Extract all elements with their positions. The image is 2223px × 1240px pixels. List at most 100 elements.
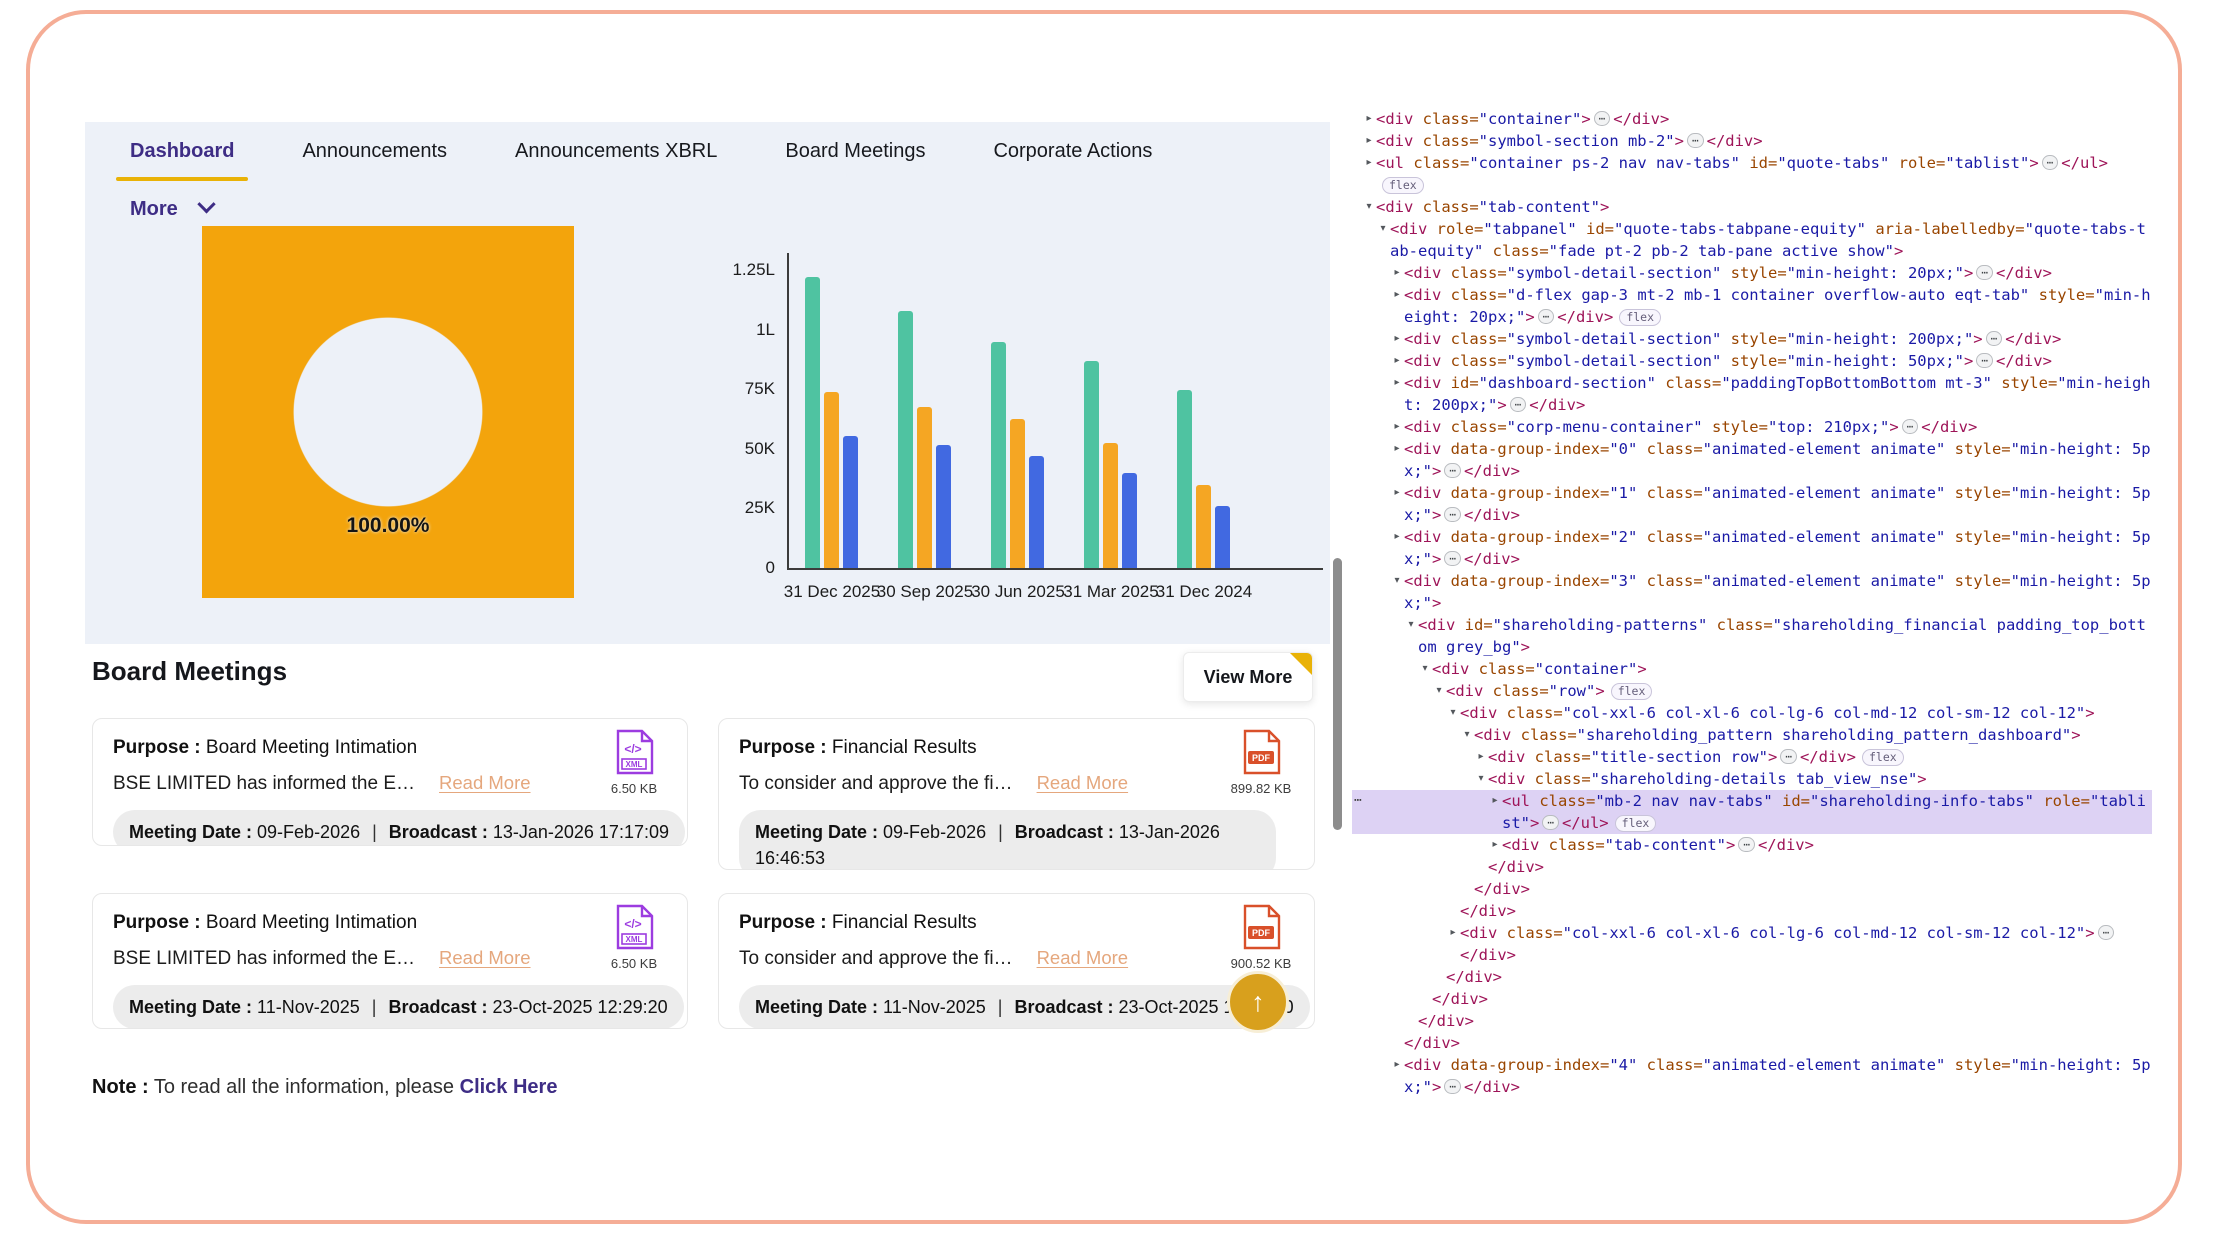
expand-arrow-icon[interactable]: ▸ bbox=[1478, 751, 1484, 762]
devtools-code-line[interactable]: ▸ <div class="symbol-section mb-2"> ⋯ </div… bbox=[1352, 130, 2152, 152]
flex-badge[interactable]: flex bbox=[1861, 749, 1904, 766]
expand-arrow-icon[interactable]: ▸ bbox=[1450, 927, 1456, 938]
expand-inline-button[interactable]: ⋯ bbox=[1444, 507, 1461, 522]
attachment-block[interactable]: PDF 900.52 KB bbox=[1222, 904, 1300, 971]
read-more-link[interactable]: Read More bbox=[1036, 772, 1129, 793]
expand-inline-button[interactable]: ⋯ bbox=[1901, 419, 1919, 434]
pdf-file-icon[interactable]: PDF bbox=[1241, 904, 1281, 950]
expand-arrow-icon[interactable]: ▸ bbox=[1394, 443, 1400, 454]
collapse-arrow-icon[interactable]: ▾ bbox=[1380, 223, 1386, 234]
devtools-code-line[interactable]: </div> bbox=[1460, 946, 1517, 964]
collapse-arrow-icon[interactable]: ▾ bbox=[1478, 773, 1484, 784]
expand-arrow-icon[interactable]: ▸ bbox=[1394, 487, 1400, 498]
expand-arrow-icon[interactable]: ▸ bbox=[1394, 267, 1400, 278]
devtools-code-line[interactable]: ▾ <div data-group-index="3" class="animat… bbox=[1352, 570, 2152, 614]
devtools-code-line[interactable]: ▸ <div class="col-xxl-6 col-xl-6 col-lg-6… bbox=[1352, 922, 2152, 944]
expand-inline-button[interactable]: ⋯ bbox=[1542, 815, 1559, 830]
attachment-block[interactable]: PDF 899.82 KB bbox=[1222, 729, 1300, 796]
tab-announcements-xbrl[interactable]: Announcements XBRL bbox=[515, 140, 718, 162]
devtools-code-line[interactable]: ▾ <div class="row"> flex bbox=[1352, 680, 2152, 702]
devtools-code-line[interactable]: ▾ <div class="container"> bbox=[1352, 658, 2152, 680]
devtools-code-line[interactable]: </div> bbox=[1460, 902, 1517, 920]
devtools-code-line[interactable]: ▸ <div class="symbol-detail-section" styl… bbox=[1352, 350, 2152, 372]
devtools-code-line[interactable]: ▸ <div data-group-index="2" class="animat… bbox=[1352, 526, 2152, 570]
xml-file-icon[interactable]: </> XML bbox=[614, 729, 654, 775]
devtools-code-line[interactable]: ▸ <div class="symbol-detail-section" styl… bbox=[1352, 262, 2152, 284]
devtools-code-line[interactable]: </div> bbox=[1432, 990, 1489, 1008]
expand-inline-button[interactable]: ⋯ bbox=[1780, 749, 1797, 764]
devtools-code-line[interactable]: ▸ <div data-group-index="4" class="animat… bbox=[1352, 1054, 2152, 1098]
devtools-code-line[interactable]: </div> bbox=[1474, 880, 1531, 898]
pdf-file-icon[interactable]: PDF bbox=[1241, 729, 1281, 775]
collapse-arrow-icon[interactable]: ▾ bbox=[1464, 729, 1470, 740]
expand-inline-button[interactable]: ⋯ bbox=[2097, 925, 2115, 940]
expand-inline-button[interactable]: ⋯ bbox=[2041, 155, 2059, 170]
devtools-code-line[interactable]: </div> bbox=[1418, 1012, 1475, 1030]
devtools-code-line[interactable]: ▸ <ul class="container ps-2 nav nav-tabs"… bbox=[1352, 152, 2152, 174]
collapse-arrow-icon[interactable]: ▾ bbox=[1366, 201, 1372, 212]
devtools-code-line[interactable]: ▾ <div class="shareholding-details tab_vi… bbox=[1352, 768, 2152, 790]
tab-dashboard[interactable]: Dashboard bbox=[115, 140, 250, 181]
expand-arrow-icon[interactable]: ▸ bbox=[1366, 157, 1372, 168]
scroll-to-top-button[interactable]: ↑ bbox=[1227, 971, 1289, 1033]
expand-arrow-icon[interactable]: ▸ bbox=[1394, 531, 1400, 542]
expand-arrow-icon[interactable]: ▸ bbox=[1394, 289, 1400, 300]
tab-announcements[interactable]: Announcements bbox=[302, 140, 448, 162]
expand-inline-button[interactable]: ⋯ bbox=[1444, 551, 1461, 566]
page-scrollbar-thumb[interactable] bbox=[1333, 558, 1342, 830]
devtools-row-menu-icon[interactable]: ⋯ bbox=[1354, 793, 1362, 808]
read-more-link[interactable]: Read More bbox=[439, 772, 531, 793]
expand-arrow-icon[interactable]: ▸ bbox=[1394, 1059, 1400, 1070]
tab-board-meetings[interactable]: Board Meetings bbox=[785, 140, 926, 162]
view-more-button[interactable]: View More bbox=[1183, 652, 1313, 702]
devtools-code-line[interactable]: ▾ <div class="col-xxl-6 col-xl-6 col-lg-6… bbox=[1352, 702, 2152, 724]
expand-arrow-icon[interactable]: ▸ bbox=[1366, 135, 1372, 146]
collapse-arrow-icon[interactable]: ▾ bbox=[1450, 707, 1456, 718]
devtools-code-line[interactable]: ▸ <div class="corp-menu-container" style=… bbox=[1352, 416, 2152, 438]
attachment-block[interactable]: </> XML 6.50 KB bbox=[595, 904, 673, 971]
devtools-code-line[interactable]: ▾ <div class="shareholding_pattern shareh… bbox=[1352, 724, 2152, 746]
collapse-arrow-icon[interactable]: ▾ bbox=[1408, 619, 1414, 630]
devtools-code-line[interactable]: </div> bbox=[1446, 968, 1503, 986]
expand-inline-button[interactable]: ⋯ bbox=[1976, 353, 1993, 368]
expand-arrow-icon[interactable]: ▸ bbox=[1492, 839, 1498, 850]
flex-badge[interactable]: flex bbox=[1614, 815, 1657, 832]
devtools-code-line[interactable]: </div> bbox=[1404, 1034, 1461, 1052]
collapse-arrow-icon[interactable]: ▾ bbox=[1436, 685, 1442, 696]
devtools-code-line[interactable]: flex bbox=[1352, 174, 2152, 196]
expand-inline-button[interactable]: ⋯ bbox=[1444, 463, 1461, 478]
expand-inline-button[interactable]: ⋯ bbox=[1985, 331, 2003, 346]
devtools-selected-node[interactable]: ⋯ ▸ <ul class="mb-2 nav nav-tabs" id="shar… bbox=[1352, 790, 2152, 834]
expand-inline-button[interactable]: ⋯ bbox=[1686, 133, 1704, 148]
devtools-code-line[interactable]: ▸ <div class="container"> ⋯ </div> bbox=[1352, 108, 2152, 130]
devtools-elements-panel[interactable]: ▸ <div class="container"> ⋯ </div> ▸ <div cla… bbox=[1352, 108, 2152, 1098]
devtools-code-line[interactable]: </div> bbox=[1488, 858, 1545, 876]
read-more-link[interactable]: Read More bbox=[1036, 947, 1129, 968]
tab-corporate-actions[interactable]: Corporate Actions bbox=[993, 140, 1153, 162]
read-more-link[interactable]: Read More bbox=[439, 947, 531, 968]
expand-arrow-icon[interactable]: ▸ bbox=[1394, 421, 1400, 432]
devtools-code-line[interactable]: ▸ <div id="dashboard-section" class="padd… bbox=[1352, 372, 2152, 416]
expand-inline-button[interactable]: ⋯ bbox=[1509, 397, 1527, 412]
expand-inline-button[interactable]: ⋯ bbox=[1593, 111, 1611, 126]
flex-badge[interactable]: flex bbox=[1610, 683, 1653, 700]
expand-arrow-icon[interactable]: ▸ bbox=[1394, 377, 1400, 388]
flex-badge[interactable]: flex bbox=[1619, 309, 1662, 326]
expand-inline-button[interactable]: ⋯ bbox=[1976, 265, 1993, 280]
expand-inline-button[interactable]: ⋯ bbox=[1537, 309, 1555, 324]
devtools-code-line[interactable]: ▸ <div data-group-index="1" class="animat… bbox=[1352, 482, 2152, 526]
collapse-arrow-icon[interactable]: ▾ bbox=[1422, 663, 1428, 674]
expand-arrow-icon[interactable]: ▸ bbox=[1394, 333, 1400, 344]
flex-badge[interactable]: flex bbox=[1382, 177, 1424, 194]
expand-arrow-icon[interactable]: ▸ bbox=[1394, 355, 1400, 366]
expand-inline-button[interactable]: ⋯ bbox=[1738, 837, 1755, 852]
devtools-code-line[interactable]: ▸ <div data-group-index="0" class="animat… bbox=[1352, 438, 2152, 482]
click-here-link[interactable]: Click Here bbox=[459, 1076, 558, 1098]
devtools-code-line[interactable]: ▸ <div class="title-section row"> ⋯ </div> f… bbox=[1352, 746, 2152, 768]
expand-arrow-icon[interactable]: ▸ bbox=[1492, 795, 1498, 806]
devtools-code-line[interactable]: ▸ <div class="tab-content"> ⋯ </div> bbox=[1352, 834, 2152, 856]
devtools-code-line[interactable]: ▾ <div id="shareholding-patterns" class="… bbox=[1352, 614, 2152, 658]
expand-inline-button[interactable]: ⋯ bbox=[1444, 1079, 1461, 1094]
devtools-code-line[interactable]: ▾ <div role="tabpanel" id="quote-tabs-tab… bbox=[1352, 218, 2152, 262]
devtools-code-line[interactable]: ▸ <div class="symbol-detail-section" styl… bbox=[1352, 328, 2152, 350]
